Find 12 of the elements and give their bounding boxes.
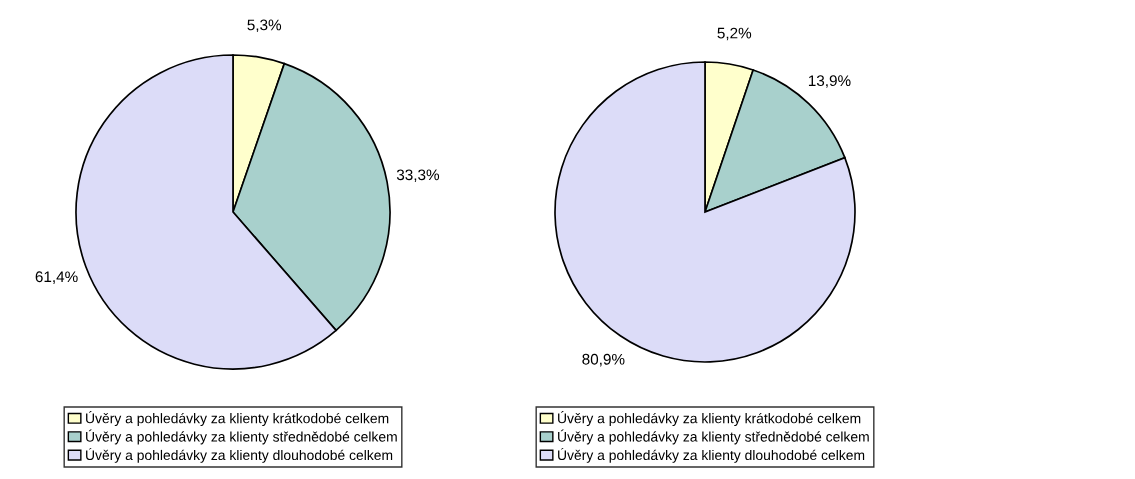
legend-label: Úvěry a pohledávky za klienty krátkodobé celkem <box>86 411 389 427</box>
data-label: 80,9% <box>582 353 625 367</box>
data-label: 33,3% <box>396 169 440 183</box>
data-label: 5,3% <box>247 19 282 33</box>
legend-label: Úvěry a pohledávky za klienty střednědobé celkem <box>86 429 397 445</box>
data-label: 5,2% <box>717 27 752 41</box>
legend-label: Úvěry a pohledávky za klienty dlouhodobé celkem <box>86 447 393 463</box>
legend-label: Úvěry a pohledávky za klienty střednědobé celkem <box>558 429 869 445</box>
data-label: 61,4% <box>35 271 78 284</box>
legend-label: Úvěry a pohledávky za klienty dlouhodobé celkem <box>558 447 865 463</box>
legend-label: Úvěry a pohledávky za klienty krátkodobé celkem <box>558 411 861 427</box>
data-label: 13,9% <box>808 75 851 88</box>
